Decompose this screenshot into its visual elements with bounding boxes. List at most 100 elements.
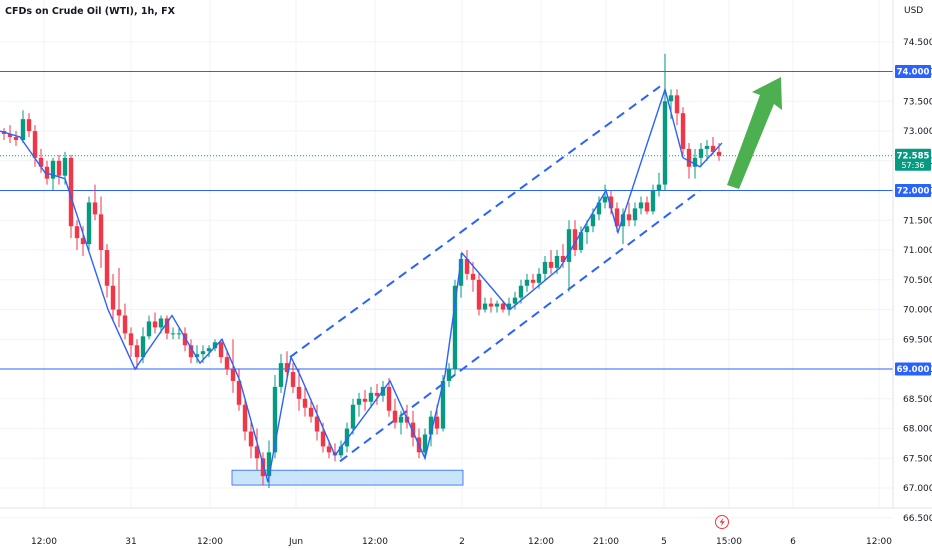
candle-body [506,303,512,310]
price-tick-label: 73.000 [903,127,932,137]
support-zone [231,469,464,486]
candle-body [530,279,536,283]
candle-body [302,398,308,408]
candle-body [32,131,38,158]
candle-body [566,229,572,262]
candle-body [242,404,248,432]
candle-body [470,273,476,280]
candle-body [116,309,122,316]
candle-body [98,214,104,251]
candle-body [692,157,698,167]
candle-body [194,354,200,358]
candle-body [614,208,620,227]
candle-body [212,342,218,349]
candle-body [68,157,74,227]
candle-body [188,345,194,358]
candle-body [176,333,182,335]
price-tick-label: 70.500 [903,276,932,286]
candle-body [326,446,332,453]
candle-body [662,101,668,185]
zigzag-line [0,86,723,483]
candles [1,53,722,489]
time-tick-label: 31 [125,537,136,547]
candle-body [542,261,548,274]
time-tick-label: 15:00 [716,537,742,547]
candle-body [350,404,356,429]
candle-body [374,392,380,396]
candle-body [494,303,500,307]
candle-body [572,229,578,251]
candle-body [698,148,704,158]
candle-body [170,333,176,335]
candle-body [488,303,494,307]
price-tick-label: 71.000 [903,246,932,256]
price-tick-label: 70.000 [903,306,932,316]
candle-body [200,351,206,355]
forecast-arrow [727,77,782,189]
candle-body [668,95,674,102]
candle-body [38,157,44,167]
price-tick-label: 66.500 [903,514,932,524]
candle-body [92,202,98,215]
candle-body [368,392,374,402]
candle-body [74,226,80,239]
candle-body [218,342,224,358]
candle-body [146,321,152,337]
candle-body [272,386,278,453]
candle-body [86,202,92,245]
current-price-badge [895,148,931,171]
candle-body [650,190,656,212]
candle-body [224,357,230,370]
candle-body [464,258,470,274]
candle-body [674,95,680,114]
candle-body [50,160,56,179]
time-tick-label: Jun [288,537,303,547]
time-tick-label: 12:00 [866,537,892,547]
candle-body [476,279,482,310]
time-tick-label: 12:00 [197,537,223,547]
price-level-badge [895,362,931,376]
price-level-badge-label: 74.000 [897,68,930,78]
candle-body [716,151,722,156]
candle-body [254,446,260,459]
price-tick-label: 74.500 [903,38,932,48]
candle-body [554,256,560,268]
candle-body [356,398,362,405]
candle-body [410,422,416,438]
candle-body [62,157,68,176]
candle-body [104,250,110,286]
candle-body [632,208,638,221]
time-tick-label: 21:00 [593,537,619,547]
candle-body [7,134,13,137]
candle-body [518,285,524,298]
candle-body [290,372,296,387]
candle-body [710,145,716,152]
candle-body [560,256,566,262]
price-level-badge [895,184,931,198]
candle-body [320,431,326,447]
countdown-label: 57:36 [901,161,924,170]
candle-body [602,196,608,203]
lightning-icon[interactable] [715,515,729,529]
price-tick-label: 67.500 [903,454,932,464]
candle-body [536,273,542,283]
candle-body [620,214,626,227]
candle-body [134,345,140,358]
candle-body [524,279,530,286]
candle-body [434,416,440,429]
candle-body [56,160,62,176]
price-level-badge-label: 72.000 [897,187,930,197]
time-axis[interactable]: 12:00 31 12:00 Jun 12:00 2 12:00 21:00 5 15:00 6 12… [0,507,932,547]
candle-body [20,119,26,140]
candle-body [428,416,434,435]
price-tick-label: 68.500 [903,395,932,405]
candle-body [422,434,428,453]
currency-label: USD [904,6,923,16]
candle-body [182,333,188,346]
candle-body [386,386,392,411]
candle-body [314,416,320,432]
time-tick-label: 12:00 [362,537,388,547]
candle-body [80,238,86,245]
